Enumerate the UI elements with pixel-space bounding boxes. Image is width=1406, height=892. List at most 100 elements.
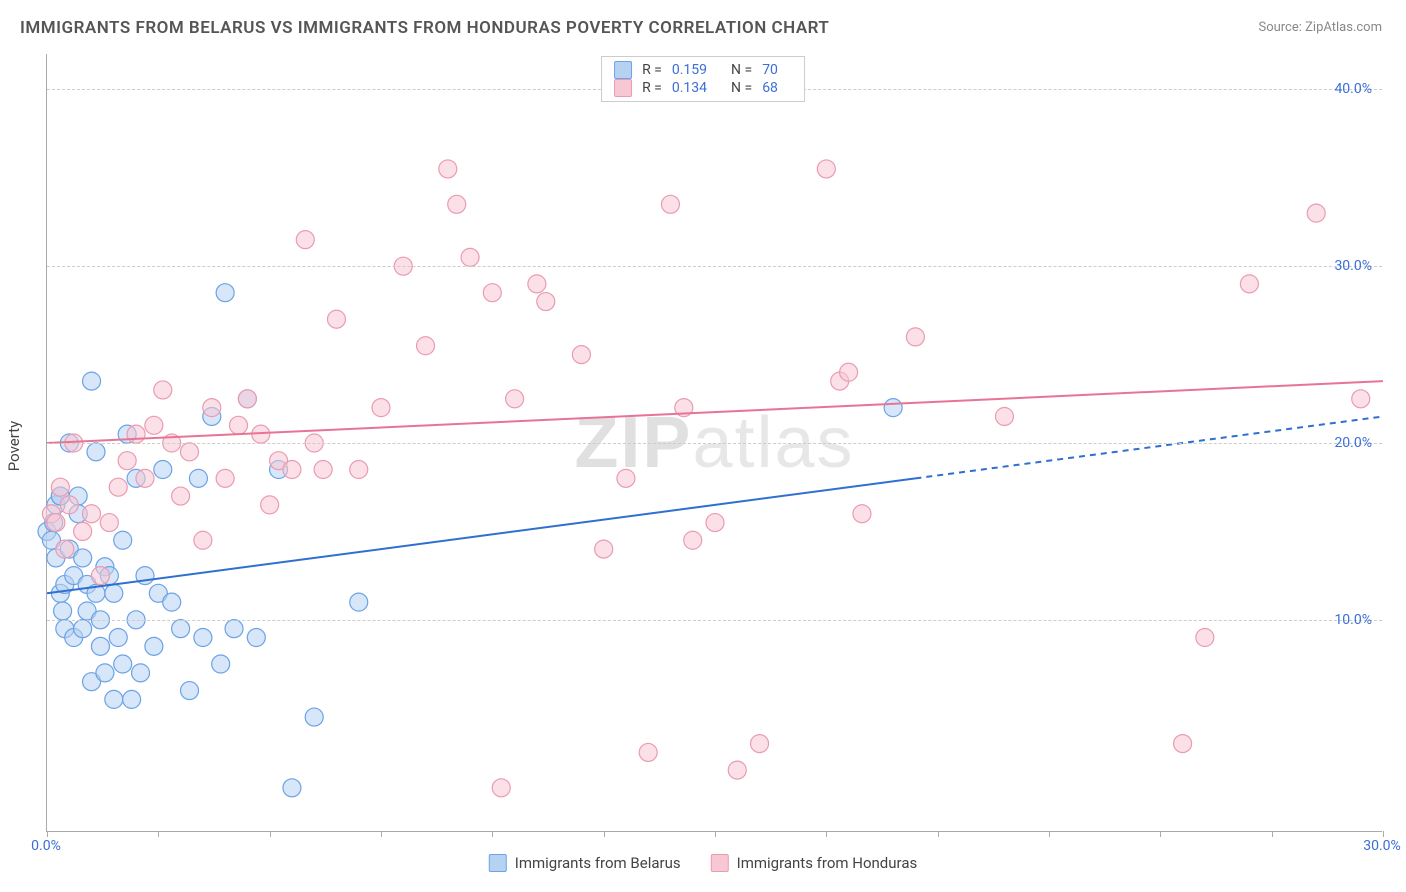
x-tick-mark	[1383, 831, 1384, 837]
data-point	[639, 743, 657, 761]
chart-plot-area: ZIPatlas 10.0%20.0%30.0%40.0%	[46, 54, 1382, 832]
data-point	[1196, 629, 1214, 647]
legend-swatch	[489, 854, 507, 872]
data-point	[114, 531, 132, 549]
data-point	[114, 655, 132, 673]
data-point	[74, 549, 92, 567]
data-point	[661, 195, 679, 213]
data-point	[47, 514, 65, 532]
data-point	[60, 496, 78, 514]
legend-swatch	[614, 79, 632, 97]
data-point	[127, 425, 145, 443]
data-point	[595, 540, 613, 558]
legend-n-value: 70	[762, 62, 778, 78]
data-point	[492, 779, 510, 797]
data-point	[751, 735, 769, 753]
trend-line-extrapolated	[915, 416, 1383, 478]
x-tick-label: 30.0%	[1363, 838, 1401, 854]
data-point	[172, 620, 190, 638]
data-point	[123, 690, 141, 708]
data-point	[840, 363, 858, 381]
legend-series-name: Immigrants from Belarus	[515, 854, 681, 872]
data-point	[684, 531, 702, 549]
legend-series-item: Immigrants from Honduras	[711, 854, 918, 872]
y-tick-label: 30.0%	[1334, 258, 1372, 274]
data-point	[372, 399, 390, 417]
x-tick-mark	[381, 831, 382, 837]
data-point	[96, 664, 114, 682]
data-point	[105, 584, 123, 602]
data-point	[181, 682, 199, 700]
x-tick-mark	[1049, 831, 1050, 837]
legend-r-value: 0.134	[672, 80, 707, 96]
data-point	[136, 469, 154, 487]
data-point	[283, 779, 301, 797]
gridline	[47, 620, 1382, 621]
y-tick-label: 10.0%	[1334, 612, 1372, 628]
x-tick-mark	[826, 831, 827, 837]
data-point	[194, 629, 212, 647]
data-point	[1352, 390, 1370, 408]
data-point	[853, 505, 871, 523]
y-tick-label: 40.0%	[1334, 81, 1372, 97]
data-point	[617, 469, 635, 487]
data-point	[54, 602, 72, 620]
gridline	[47, 443, 1382, 444]
data-point	[118, 452, 136, 470]
data-point	[572, 346, 590, 364]
data-point	[261, 496, 279, 514]
legend-r-label: R =	[642, 62, 662, 78]
data-point	[51, 478, 69, 496]
data-point	[283, 461, 301, 479]
data-point	[350, 593, 368, 611]
data-point	[91, 637, 109, 655]
data-point	[817, 160, 835, 178]
data-point	[56, 540, 74, 558]
data-point	[74, 522, 92, 540]
data-point	[145, 416, 163, 434]
data-point	[1307, 204, 1325, 222]
x-tick-label: 0.0%	[31, 838, 61, 854]
data-point	[154, 461, 172, 479]
data-point	[247, 629, 265, 647]
data-point	[212, 655, 230, 673]
data-point	[296, 231, 314, 249]
data-point	[100, 514, 118, 532]
legend-n-label: N =	[731, 80, 752, 96]
data-point	[194, 531, 212, 549]
data-point	[314, 461, 332, 479]
stats-legend: R =0.159N =70R =0.134N =68	[601, 56, 805, 102]
data-point	[229, 416, 247, 434]
data-point	[305, 708, 323, 726]
data-point	[91, 567, 109, 585]
x-tick-mark	[1272, 831, 1273, 837]
legend-r-label: R =	[642, 80, 662, 96]
data-point	[163, 593, 181, 611]
data-point	[83, 505, 101, 523]
legend-stats-row: R =0.159N =70	[614, 61, 792, 79]
data-point	[995, 407, 1013, 425]
legend-n-label: N =	[731, 62, 752, 78]
data-point	[439, 160, 457, 178]
data-point	[83, 372, 101, 390]
data-point	[216, 469, 234, 487]
legend-series-item: Immigrants from Belarus	[489, 854, 681, 872]
data-point	[1240, 275, 1258, 293]
y-axis-label: Poverty	[5, 421, 23, 471]
data-point	[74, 620, 92, 638]
legend-n-value: 68	[762, 80, 778, 96]
data-point	[105, 690, 123, 708]
data-point	[145, 637, 163, 655]
data-point	[537, 293, 555, 311]
data-point	[109, 629, 127, 647]
data-point	[225, 620, 243, 638]
data-point	[350, 461, 368, 479]
gridline	[47, 266, 1382, 267]
y-tick-label: 20.0%	[1334, 435, 1372, 451]
x-tick-mark	[938, 831, 939, 837]
x-tick-mark	[1160, 831, 1161, 837]
data-point	[506, 390, 524, 408]
data-point	[327, 310, 345, 328]
data-point	[884, 399, 902, 417]
series-legend: Immigrants from Belarus Immigrants from H…	[489, 854, 917, 872]
